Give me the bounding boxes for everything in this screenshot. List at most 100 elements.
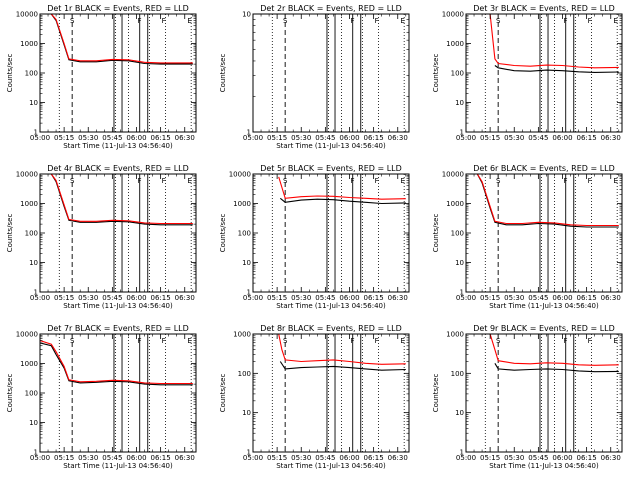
y-tick-label: 100	[25, 70, 38, 78]
plot-frame	[252, 173, 410, 293]
x-tick-label: 06:00	[339, 294, 359, 302]
event-marker-label: E	[400, 17, 404, 25]
x-tick-label: 05:00	[456, 454, 476, 462]
event-marker-label: S	[496, 177, 501, 185]
x-tick-label: 05:15	[480, 294, 500, 302]
y-tick-label: 1000	[20, 200, 38, 208]
plot-title: Det 1r BLACK = Events, RED = LLD	[47, 4, 189, 13]
event-marker-label: F	[588, 177, 592, 185]
x-tick-label: 05:30	[504, 294, 524, 302]
x-tick-label: 06:30	[601, 294, 621, 302]
event-marker-label: F	[350, 337, 354, 345]
x-tick-label: 06:15	[151, 134, 171, 142]
x-tick-label: 05:45	[102, 134, 122, 142]
x-tick-label: 05:15	[54, 134, 74, 142]
x-tick-label: 05:00	[30, 294, 50, 302]
y-tick-label: 10000	[229, 171, 251, 179]
plot-panel-7: Det 7r BLACK = Events, RED = LLD S F F E 1 10 1…	[6, 324, 197, 470]
x-tick-label: 05:30	[78, 134, 98, 142]
y-tick-label: 1	[460, 289, 464, 297]
x-axis-label: Start Time (11-Jul-13 04:56:40)	[489, 302, 599, 310]
y-tick-label: 1	[247, 129, 251, 137]
x-axis-label: Start Time (11-Jul-13 04:56:40)	[276, 462, 386, 470]
x-axis-label: Start Time (11-Jul-13 04:56:40)	[276, 302, 386, 310]
plot-panel-8: Det 8r BLACK = Events, RED = LLD S F F E 1 10 1…	[219, 324, 410, 470]
plot-panel-4: Det 4r BLACK = Events, RED = LLD S F F E 1 10 1…	[6, 164, 197, 310]
y-axis-label: Counts/sec	[219, 214, 227, 253]
series-line-lld	[278, 176, 406, 200]
plot-frame	[465, 13, 623, 133]
x-tick-label: 05:00	[30, 454, 50, 462]
event-marker-label: F	[162, 17, 166, 25]
x-tick-label: 05:00	[456, 294, 476, 302]
x-tick-label: 05:15	[54, 294, 74, 302]
y-axis-label: Counts/sec	[6, 374, 14, 413]
x-tick-label: 05:30	[504, 454, 524, 462]
y-tick-label: 1	[34, 129, 38, 137]
x-tick-label: 05:00	[30, 134, 50, 142]
y-axis-label: Counts/sec	[219, 54, 227, 93]
y-tick-label: 10	[455, 409, 464, 417]
x-tick-label: 05:15	[267, 454, 287, 462]
x-tick-label: 06:00	[339, 134, 359, 142]
event-marker-label: F	[375, 177, 379, 185]
plot-title: Det 3r BLACK = Events, RED = LLD	[473, 4, 615, 13]
event-marker-label: F	[350, 177, 354, 185]
x-tick-label: 06:15	[364, 294, 384, 302]
event-marker-label: F	[588, 337, 592, 345]
plot-frame	[252, 13, 410, 133]
event-marker-label: S	[70, 337, 75, 345]
y-tick-label: 100	[25, 390, 38, 398]
x-tick-label: 05:45	[102, 294, 122, 302]
event-marker-label: S	[70, 177, 75, 185]
x-tick-label: 06:15	[364, 134, 384, 142]
x-tick-label: 05:45	[315, 294, 335, 302]
x-tick-label: 06:15	[577, 134, 597, 142]
y-tick-label: 1000	[233, 200, 251, 208]
y-tick-label: 10	[455, 99, 464, 107]
event-marker-label: F	[563, 177, 567, 185]
x-tick-label: 06:30	[388, 454, 408, 462]
event-marker-label: F	[375, 17, 379, 25]
series-line-lld	[40, 339, 193, 385]
y-axis-label: Counts/sec	[6, 54, 14, 93]
series-line-lld	[466, 174, 619, 227]
x-tick-label: 05:30	[291, 134, 311, 142]
x-tick-label: 05:45	[528, 294, 548, 302]
event-marker-label: E	[613, 17, 617, 25]
x-tick-label: 06:30	[388, 134, 408, 142]
series-line-events	[494, 363, 619, 373]
event-marker-label: E	[187, 17, 191, 25]
x-tick-label: 06:15	[577, 294, 597, 302]
y-tick-label: 10000	[16, 11, 38, 19]
x-tick-label: 06:30	[601, 134, 621, 142]
x-tick-label: 06:00	[552, 454, 572, 462]
series-line-lld	[489, 14, 619, 69]
series-line-events	[40, 174, 193, 226]
x-tick-label: 05:30	[78, 294, 98, 302]
y-axis-label: Counts/sec	[432, 54, 440, 93]
series-line-lld	[278, 334, 406, 365]
series-line-events	[40, 342, 193, 386]
y-tick-label: 10000	[16, 171, 38, 179]
x-tick-label: 06:00	[126, 134, 146, 142]
plot-title: Det 9r BLACK = Events, RED = LLD	[473, 324, 615, 333]
x-tick-label: 05:15	[267, 134, 287, 142]
x-tick-label: 06:15	[151, 454, 171, 462]
event-marker-label: F	[137, 17, 141, 25]
y-axis-label: Counts/sec	[432, 214, 440, 253]
x-tick-label: 05:30	[291, 294, 311, 302]
x-tick-label: 05:00	[243, 454, 263, 462]
y-tick-label: 10	[242, 11, 251, 19]
x-tick-label: 06:15	[151, 294, 171, 302]
y-axis-label: Counts/sec	[6, 214, 14, 253]
event-marker-label: F	[563, 17, 567, 25]
y-tick-label: 10	[29, 99, 38, 107]
plot-frame	[252, 333, 410, 453]
x-tick-label: 05:00	[243, 294, 263, 302]
y-tick-label: 1000	[20, 360, 38, 368]
y-tick-label: 10000	[442, 11, 464, 19]
y-tick-label: 1	[460, 449, 464, 457]
event-marker-label: F	[588, 17, 592, 25]
y-axis-label: Counts/sec	[432, 374, 440, 413]
